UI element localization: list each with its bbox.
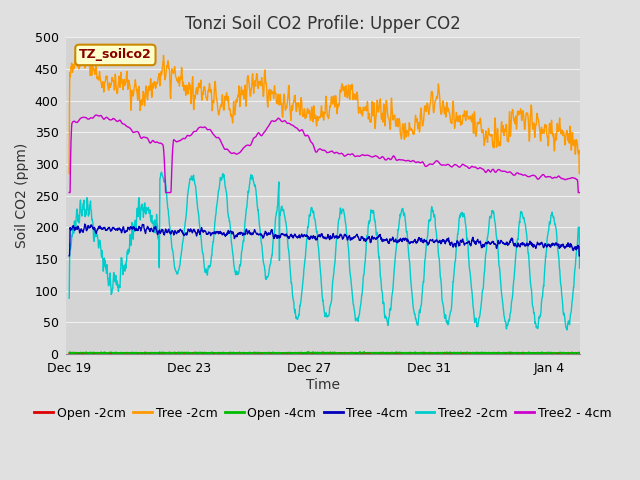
Y-axis label: Soil CO2 (ppm): Soil CO2 (ppm) [15, 143, 29, 248]
Title: Tonzi Soil CO2 Profile: Upper CO2: Tonzi Soil CO2 Profile: Upper CO2 [185, 15, 461, 33]
Legend: Open -2cm, Tree -2cm, Open -4cm, Tree -4cm, Tree2 -2cm, Tree2 - 4cm: Open -2cm, Tree -2cm, Open -4cm, Tree -4… [29, 402, 616, 424]
X-axis label: Time: Time [306, 377, 340, 392]
Text: TZ_soilco2: TZ_soilco2 [79, 48, 152, 61]
